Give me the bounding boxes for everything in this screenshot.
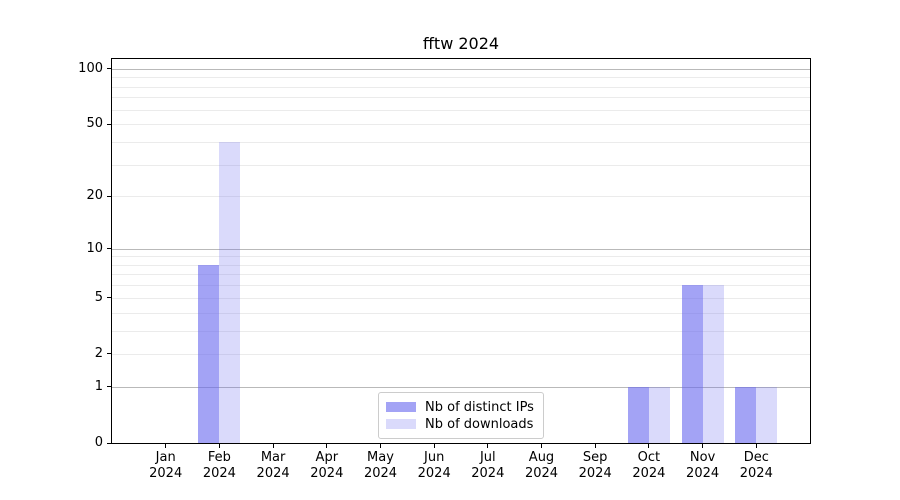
y-tick-5 — [107, 297, 112, 299]
x-tick-label-apr-2024: Apr 2024 — [310, 450, 344, 481]
y-tick-label-20: 20 — [86, 188, 103, 204]
minor-gridline-6 — [112, 285, 810, 287]
y-tick-label-100: 100 — [78, 60, 103, 76]
bar-oct-2024-nb-of-downloads — [648, 386, 670, 443]
x-tick-label-oct-2024: Oct 2024 — [632, 450, 666, 481]
y-tick-50 — [107, 123, 112, 125]
bar-dec-2024-nb-of-downloads — [756, 386, 778, 443]
minor-gridline-40 — [112, 141, 810, 143]
x-tick-label-aug-2024: Aug 2024 — [524, 450, 559, 481]
x-tick-feb-2024 — [218, 443, 220, 448]
x-tick-label-jun-2024: Jun 2024 — [417, 450, 451, 481]
minor-gridline-20 — [112, 196, 810, 198]
x-tick-label-jan-2024: Jan 2024 — [149, 450, 183, 481]
x-tick-may-2024 — [380, 443, 381, 448]
bar-dec-2024-nb-of-distinct-ips — [735, 386, 757, 443]
x-tick-dec-2024 — [755, 443, 757, 448]
major-gridline-10 — [112, 248, 810, 250]
minor-gridline-50 — [112, 124, 810, 126]
y-tick-label-50: 50 — [86, 116, 103, 132]
x-tick-oct-2024 — [648, 443, 650, 448]
bar-oct-2024-nb-of-distinct-ips — [627, 386, 649, 443]
legend-label-downloads: Nb of downloads — [425, 416, 534, 432]
x-tick-jun-2024 — [433, 443, 435, 448]
legend-swatch-downloads-icon — [386, 419, 416, 429]
plot-area: 0 1 2 5 10 20 50 100 Jan 2024 Feb 2024 Mar 2024 Apr 202… — [78, 58, 811, 481]
x-tick-jul-2024 — [487, 443, 489, 448]
minor-gridline-30 — [112, 164, 810, 166]
minor-gridline-80 — [112, 86, 810, 88]
minor-gridline-4 — [112, 312, 810, 314]
x-tick-label-may-2024: May 2024 — [363, 450, 398, 481]
legend-item-distinct-ips: Nb of distinct IPs — [386, 399, 535, 415]
x-tick-label-feb-2024: Feb 2024 — [202, 450, 236, 481]
x-tick-aug-2024 — [541, 443, 542, 448]
chart-title: fftw 2024 — [422, 34, 500, 53]
minor-gridline-90 — [112, 77, 810, 79]
x-tick-label-mar-2024: Mar 2024 — [256, 450, 290, 481]
legend-swatch-distinct-ips-icon — [386, 402, 416, 412]
x-tick-sep-2024 — [594, 443, 596, 448]
legend-label-distinct-ips: Nb of distinct IPs — [425, 399, 534, 415]
minor-gridline-60 — [112, 109, 810, 111]
major-gridline-1 — [112, 386, 810, 388]
major-gridline-100 — [112, 68, 810, 70]
minor-gridline-7 — [112, 274, 810, 276]
x-tick-label-nov-2024: Nov 2024 — [686, 450, 720, 481]
legend: Nb of distinct IPs Nb of downloads — [378, 392, 544, 439]
x-tick-jan-2024 — [165, 443, 167, 448]
y-tick-2 — [107, 353, 112, 355]
bar-feb-2024-nb-of-downloads — [219, 141, 241, 443]
bar-nov-2024-nb-of-downloads — [702, 285, 724, 443]
bar-feb-2024-nb-of-distinct-ips — [198, 264, 220, 443]
y-tick-20 — [107, 195, 112, 197]
x-tick-label-jul-2024: Jul 2024 — [471, 450, 505, 481]
x-tick-apr-2024 — [326, 443, 328, 448]
y-tick-label-5: 5 — [94, 289, 103, 305]
y-tick-0 — [107, 442, 112, 444]
x-tick-label-dec-2024: Dec 2024 — [739, 450, 773, 481]
minor-gridline-70 — [112, 97, 810, 99]
y-tick-label-10: 10 — [86, 240, 103, 256]
minor-gridline-8 — [112, 264, 810, 266]
x-tick-nov-2024 — [702, 443, 704, 448]
minor-gridline-5 — [112, 297, 810, 299]
y-tick-label-1: 1 — [94, 378, 103, 394]
y-tick-10 — [107, 248, 112, 250]
y-tick-100 — [107, 68, 112, 70]
y-tick-1 — [107, 386, 112, 388]
minor-gridline-3 — [112, 330, 810, 332]
y-tick-label-2: 2 — [94, 345, 103, 361]
x-tick-mar-2024 — [272, 443, 274, 448]
bar-nov-2024-nb-of-distinct-ips — [681, 285, 703, 443]
legend-item-downloads: Nb of downloads — [386, 416, 535, 432]
minor-gridline-2 — [112, 353, 810, 355]
y-tick-label-0: 0 — [94, 435, 103, 450]
minor-gridline-9 — [112, 256, 810, 258]
x-tick-label-sep-2024: Sep 2024 — [578, 450, 612, 481]
